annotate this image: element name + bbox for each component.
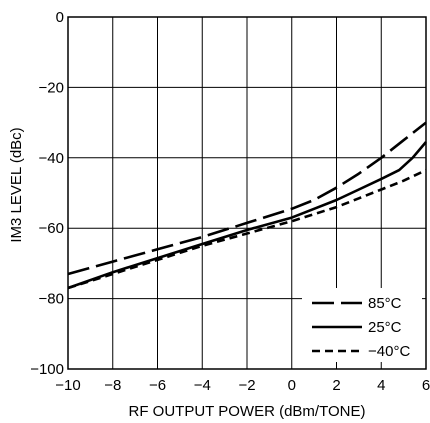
legend-label-1: 25°C — [368, 319, 402, 336]
x-tick-label: 6 — [422, 377, 430, 394]
x-axis-label: RF OUTPUT POWER (dBm/TONE) — [129, 403, 366, 420]
series-line-0 — [67, 121, 427, 276]
y-tick-labels: 0 −20 −40 −60 −80 −100 — [30, 9, 64, 378]
x-tick-labels: −10 −8 −6 −4 −2 0 2 4 6 — [55, 377, 430, 394]
x-tick-label: −8 — [104, 377, 121, 394]
y-tick-label: −80 — [39, 291, 64, 308]
x-tick-label: −10 — [55, 377, 80, 394]
x-tick-label: 0 — [288, 377, 296, 394]
x-tick-label: −2 — [238, 377, 255, 394]
legend: 85°C 25°C −40°C — [302, 288, 422, 362]
legend-label-0: 85°C — [368, 295, 402, 312]
y-tick-label: −40 — [39, 150, 64, 167]
x-tick-label: 4 — [377, 377, 385, 394]
plot-border — [67, 16, 427, 370]
legend-background — [302, 288, 422, 362]
x-tick-label: −6 — [149, 377, 166, 394]
x-tick-label: −4 — [194, 377, 211, 394]
y-axis-label: IM3 LEVEL (dBc) — [8, 127, 25, 242]
plot-frame — [67, 16, 427, 370]
x-tick-label: 2 — [332, 377, 340, 394]
series-line-1 — [67, 141, 427, 290]
series-line-2 — [67, 168, 427, 290]
y-tick-label: 0 — [56, 9, 64, 26]
legend-label-2: −40°C — [368, 343, 410, 360]
y-tick-label: −100 — [30, 361, 64, 378]
y-tick-label: −20 — [39, 79, 64, 96]
series-layer — [67, 121, 427, 290]
y-tick-label: −60 — [39, 220, 64, 237]
